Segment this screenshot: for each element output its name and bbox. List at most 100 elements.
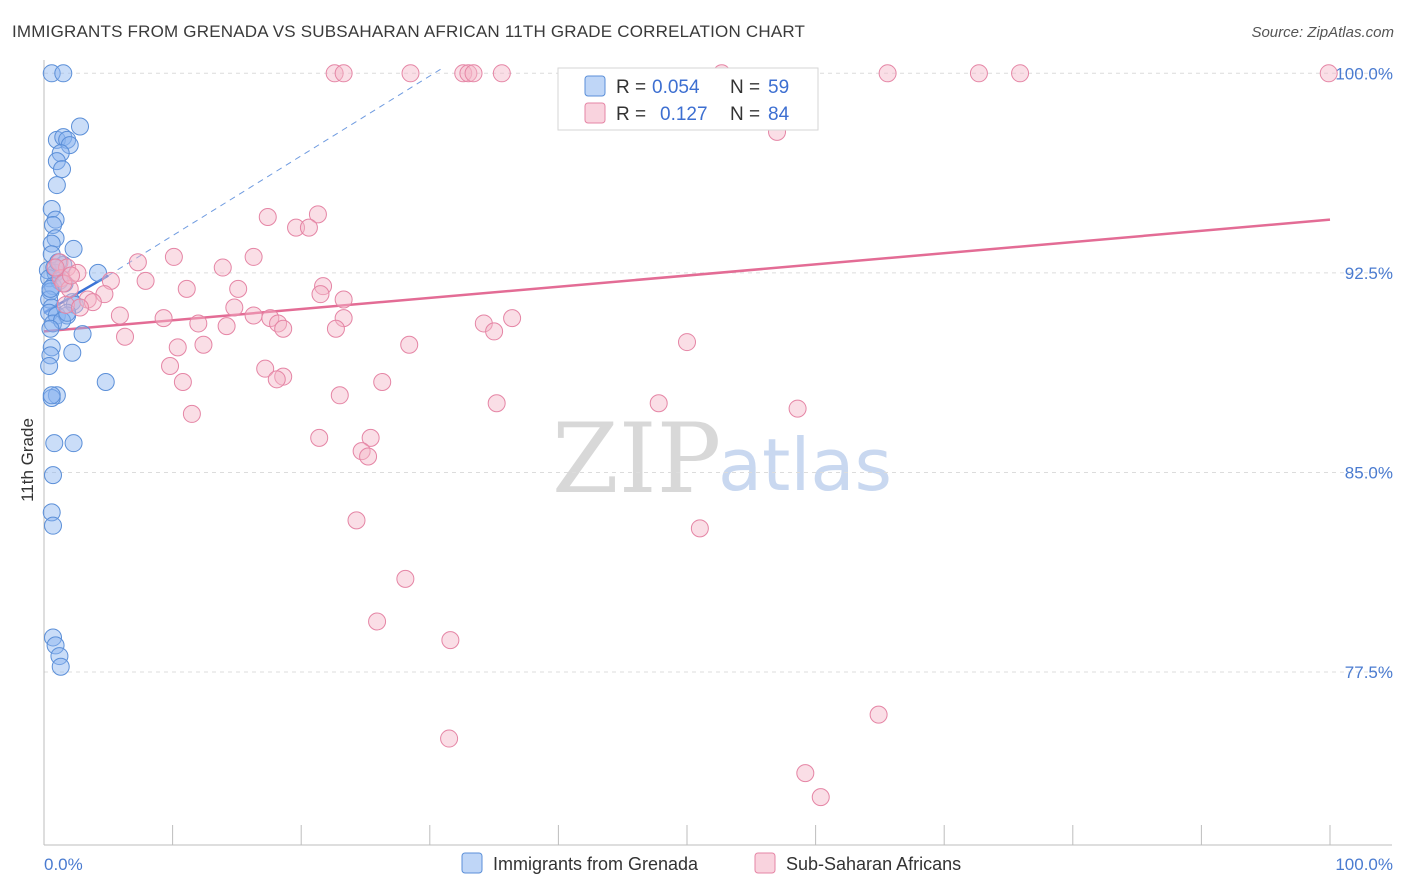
point-subsaharan-17 [164, 247, 183, 266]
legend-r-label-grenada: R = [616, 77, 646, 98]
legend-r-label-subsaharan: R = [616, 104, 646, 125]
point-subsaharan-80 [811, 788, 830, 807]
point-subsaharan-76 [441, 631, 460, 650]
y-tick-label-0: 77.5% [1345, 663, 1393, 682]
point-subsaharan-22 [213, 258, 232, 277]
point-grenada-39 [63, 343, 82, 362]
point-subsaharan-14 [308, 205, 327, 224]
point-subsaharan-45 [189, 314, 208, 333]
point-subsaharan-46 [269, 314, 288, 333]
point-subsaharan-62 [267, 370, 286, 389]
point-grenada-41 [40, 357, 59, 376]
legend-r-value-subsaharan: 0.127 [660, 104, 708, 125]
point-subsaharan-15 [287, 218, 306, 237]
y-tick-label-1: 85.0% [1345, 463, 1393, 482]
point-grenada-1 [54, 64, 73, 83]
point-grenada-11 [42, 200, 61, 219]
point-subsaharan-4 [459, 64, 478, 83]
point-grenada-12 [46, 210, 65, 229]
point-subsaharan-67 [182, 404, 201, 423]
point-subsaharan-10 [1011, 64, 1030, 83]
point-subsaharan-56 [678, 333, 696, 352]
point-subsaharan-38 [225, 298, 244, 317]
series-legend-label-grenada: Immigrants from Grenada [493, 854, 699, 874]
grid-lines [44, 72, 1392, 673]
point-subsaharan-65 [649, 394, 668, 413]
y-tick-label-3: 100.0% [1335, 64, 1393, 83]
point-subsaharan-47 [217, 317, 236, 336]
point-subsaharan-1 [334, 64, 353, 83]
legend-r-value-grenada: 0.054 [652, 77, 700, 98]
point-subsaharan-55 [400, 335, 419, 354]
y-tick-label-2: 92.5% [1345, 264, 1393, 283]
point-subsaharan-3 [454, 64, 473, 83]
x-tick-label-0: 0.0% [44, 855, 83, 874]
point-subsaharan-68 [310, 428, 329, 447]
point-subsaharan-78 [796, 764, 815, 783]
watermark: ZIP atlas [552, 403, 892, 515]
point-subsaharan-0 [325, 64, 344, 83]
series-legend: Immigrants from Grenada Sub-Saharan Afri… [461, 852, 961, 874]
point-subsaharan-34 [311, 285, 330, 304]
point-subsaharan-61 [173, 372, 192, 391]
point-grenada-45 [42, 386, 61, 405]
point-subsaharan-2 [401, 64, 420, 83]
point-subsaharan-83 [46, 258, 65, 277]
point-subsaharan-52 [116, 327, 135, 346]
point-subsaharan-49 [326, 319, 345, 338]
point-subsaharan-6 [492, 64, 511, 83]
watermark-atlas: atlas [718, 423, 892, 507]
point-grenada-50 [44, 516, 63, 535]
point-subsaharan-43 [334, 309, 353, 328]
point-grenada-36 [41, 319, 60, 338]
point-subsaharan-35 [334, 290, 353, 309]
point-subsaharan-37 [71, 298, 90, 317]
point-subsaharan-73 [690, 519, 709, 538]
point-subsaharan-36 [56, 295, 75, 314]
point-grenada-15 [42, 234, 61, 253]
point-subsaharan-24 [136, 271, 155, 290]
point-grenada-52 [46, 636, 65, 655]
point-grenada-6 [60, 136, 79, 155]
point-grenada-9 [53, 160, 72, 179]
legend-n-label-subsaharan: N = [730, 104, 760, 125]
legend-swatch-grenada [584, 75, 606, 97]
point-subsaharan-39 [110, 306, 129, 325]
point-grenada-54 [51, 657, 70, 676]
trend-line-grenada-extension [108, 67, 443, 276]
point-subsaharan-16 [299, 218, 318, 237]
point-grenada-10 [47, 176, 66, 195]
point-subsaharan-53 [168, 338, 187, 357]
legend-n-label-grenada: N = [730, 77, 760, 98]
point-subsaharan-54 [194, 335, 213, 354]
point-subsaharan-44 [503, 309, 522, 328]
legend-swatch-subsaharan [584, 102, 606, 124]
point-subsaharan-41 [244, 306, 263, 325]
watermark-zip: ZIP [552, 403, 721, 515]
point-subsaharan-63 [330, 386, 349, 405]
point-grenada-43 [47, 386, 66, 405]
point-subsaharan-48 [274, 319, 293, 338]
legend-n-value-grenada: 59 [768, 77, 789, 98]
point-grenada-47 [64, 434, 83, 453]
legend-n-value-subsaharan: 84 [768, 104, 790, 125]
point-subsaharan-40 [154, 309, 173, 328]
point-subsaharan-64 [487, 394, 506, 413]
point-subsaharan-51 [485, 322, 504, 341]
point-subsaharan-18 [244, 247, 263, 266]
chart-source: Source: ZipAtlas.com [1251, 24, 1394, 41]
point-subsaharan-79 [869, 705, 888, 724]
point-subsaharan-58 [256, 359, 275, 378]
point-grenada-21 [89, 263, 108, 282]
point-grenada-49 [42, 503, 61, 522]
series-legend-label-subsaharan: Sub-Saharan Africans [786, 854, 961, 874]
x-tick-label-1: 100.0% [1335, 855, 1393, 874]
point-subsaharan-20 [128, 253, 147, 272]
point-subsaharan-75 [368, 612, 387, 631]
point-subsaharan-82 [62, 266, 81, 285]
point-subsaharan-11 [1319, 64, 1338, 83]
series-legend-swatch-subsaharan [754, 852, 776, 874]
point-subsaharan-74 [396, 569, 415, 588]
point-subsaharan-29 [229, 279, 248, 298]
